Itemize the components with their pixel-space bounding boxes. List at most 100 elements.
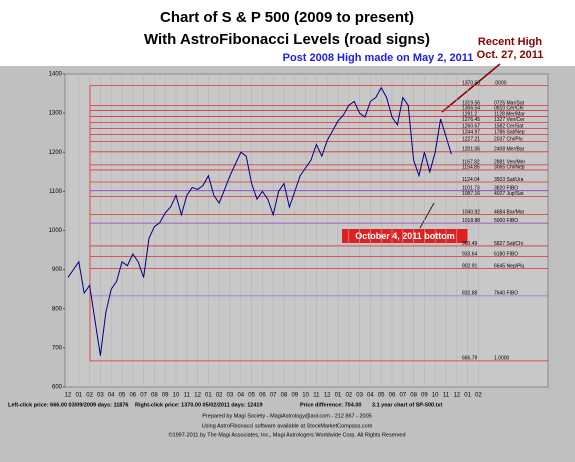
x-tick-label: 01 [464, 393, 471, 399]
level-name: 0725 Mar/Sat [494, 100, 525, 106]
x-tick-label: 02 [345, 393, 352, 399]
y-tick-label: 600 [52, 385, 63, 391]
annotation-box [342, 229, 468, 243]
footer-text: Price difference: 704.00 [300, 402, 361, 408]
x-tick-label: 09 [291, 393, 298, 399]
level-value: 1244.97 [462, 129, 480, 135]
y-tick-label: 1300 [49, 111, 63, 117]
footer-text: Prepared by Magi Society - MagiAstrology… [202, 413, 371, 419]
x-tick-label: 03 [97, 393, 104, 399]
level-name: 1327 Ven/Cer [494, 117, 525, 123]
annotation: October 4, 2011 bottom [355, 231, 455, 241]
x-tick-label: 10 [302, 393, 309, 399]
x-tick-label: 06 [389, 393, 396, 399]
x-tick-label: 10 [432, 393, 439, 399]
x-tick-label: 05 [119, 393, 126, 399]
level-value: 1227.21 [462, 136, 480, 142]
level-value: 1018.88 [462, 218, 480, 224]
footer-text: Right-click price: 1370.00 05/02/2011 da… [135, 402, 263, 408]
level-value: 1167.82 [462, 160, 480, 166]
chart-subtitle: With AstroFibonacci Levels (road signs) [144, 31, 430, 48]
level-value: 933.64 [462, 251, 478, 257]
level-name: 3065 Chi/Nep [494, 165, 525, 171]
x-tick-label: 12 [194, 393, 201, 399]
y-tick-label: 700 [52, 345, 63, 351]
x-tick-label: 09 [162, 393, 169, 399]
x-tick-label: 11 [313, 393, 320, 399]
x-tick-label: 04 [367, 393, 374, 399]
x-tick-label: 01 [335, 393, 342, 399]
level-name: 1786 Sat/Nep [494, 129, 525, 135]
level-name: 6645 Nep/Plu [494, 263, 525, 269]
x-tick-label: 07 [270, 393, 277, 399]
level-value: 1201.06 [462, 147, 480, 153]
level-value: 960.49 [462, 241, 478, 247]
footer-text: ©1997-2011 by The Magi Associates, Inc.,… [169, 431, 406, 438]
y-tick-label: 1200 [49, 150, 63, 156]
level-name: 4027 Jup/Sat [494, 191, 524, 197]
level-name: 7640 FIBO [494, 291, 518, 297]
footer-text: Left-click price: 666.00 03/09/2009 days… [8, 402, 128, 408]
x-tick-label: 11 [443, 393, 450, 399]
level-value: 1319.56 [462, 100, 480, 106]
chart-title: Chart of S & P 500 (2009 to present) [160, 9, 414, 26]
level-name: 3820 FIBO [494, 186, 518, 192]
x-tick-label: 12 [453, 393, 460, 399]
level-name: 6180 FIBO [494, 251, 518, 257]
level-value: 1087.16 [462, 191, 480, 197]
x-tick-label: 10 [173, 393, 180, 399]
level-value: 1124.04 [462, 177, 480, 183]
x-tick-label: 07 [399, 393, 406, 399]
x-tick-label: 03 [227, 393, 234, 399]
y-tick-label: 1400 [49, 72, 63, 78]
level-value: 1370.58 [462, 80, 480, 86]
x-tick-label: 05 [248, 393, 255, 399]
x-tick-label: 01 [75, 393, 82, 399]
x-tick-label: 03 [356, 393, 363, 399]
level-name: 2408 Mer/Bar [494, 147, 525, 153]
level-name: 4684 Bar/Mar [494, 209, 525, 215]
level-name: 3503 Sat/Ura [494, 177, 524, 183]
x-tick-label: 08 [281, 393, 288, 399]
x-tick-label: 11 [184, 393, 191, 399]
x-tick-label: 04 [108, 393, 115, 399]
level-value: 1040.92 [462, 209, 480, 215]
x-tick-label: 02 [216, 393, 223, 399]
x-tick-label: 07 [140, 393, 147, 399]
level-value: 1154.85 [462, 165, 480, 171]
level-name: 2037 Chi/Plu [494, 136, 523, 142]
x-tick-label: 12 [324, 393, 331, 399]
y-tick-label: 900 [52, 267, 63, 273]
level-name: 1.0000 [494, 356, 510, 362]
price-line [67, 86, 452, 356]
x-tick-label: 12 [65, 393, 72, 399]
level-value: 1291.2 [462, 111, 478, 117]
level-value: 1276.45 [462, 117, 480, 123]
level-name: 2881 Ven/Mer [494, 160, 525, 166]
y-tick-label: 1000 [49, 228, 63, 234]
level-value: 902.91 [462, 263, 478, 269]
x-tick-label: 08 [410, 393, 417, 399]
level-value: 832.88 [462, 291, 478, 297]
level-name: .0000 [494, 80, 507, 86]
x-tick-label: 08 [151, 393, 158, 399]
x-tick-label: 09 [421, 393, 428, 399]
level-name: 1128 Mer/Mar [494, 111, 525, 117]
x-tick-label: 01 [205, 393, 212, 399]
x-tick-label: 04 [237, 393, 244, 399]
annotation: Recent High [478, 36, 542, 48]
level-value: 1101.73 [462, 186, 480, 192]
y-tick-label: 800 [52, 306, 63, 312]
annotation: Post 2008 High made on May 2, 2011 [283, 52, 474, 64]
level-name: 5000 FIBO [494, 218, 518, 224]
x-tick-label: 06 [129, 393, 136, 399]
arrow [441, 63, 501, 113]
annotation: Oct. 27, 2011 [477, 49, 544, 61]
y-tick-label: 1100 [49, 189, 63, 195]
level-value: 666.79 [462, 356, 478, 362]
level-name: 5827 Sat/Chi [494, 241, 523, 247]
x-tick-label: 05 [378, 393, 385, 399]
arrow [419, 202, 435, 229]
level-value: 1306.54 [462, 105, 480, 111]
